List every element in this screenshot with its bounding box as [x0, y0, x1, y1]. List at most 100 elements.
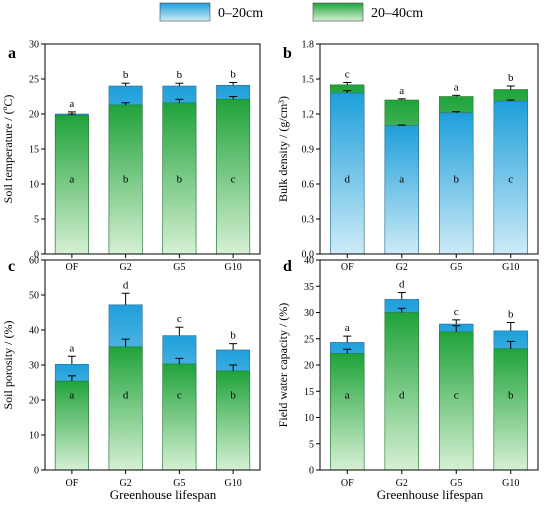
panel-d-xtick-label-g5: G5 — [450, 478, 462, 489]
x-axis-label-left: Greenhouse lifespan — [110, 487, 217, 502]
panel-c-ytick-label-0: 0 — [34, 466, 39, 477]
panel-letter-b: b — [283, 45, 292, 62]
panel-a-xtick-label-g5: G5 — [173, 262, 185, 273]
panel-c-xtick-label-g5: G5 — [173, 478, 185, 489]
panel-b-ytick-label-1: 0.3 — [302, 215, 315, 226]
panel-d-frame — [319, 259, 539, 471]
panel-a-letter-g2-front: b — [123, 174, 129, 186]
legend-label-0-20cm: 0–20cm — [218, 6, 263, 21]
panel-d-ytick-label-5: 25 — [304, 334, 314, 345]
panel-a-ytick-label-1: 5 — [34, 215, 39, 226]
legend-swatch-0-20cm — [159, 2, 211, 22]
panel-a-letter-of-back: a — [69, 98, 74, 110]
panel-b-letter-g10-back: b — [508, 72, 514, 84]
panel-a-ytick-label-3: 15 — [29, 145, 39, 156]
panel-a-ytick-label-5: 25 — [29, 75, 39, 86]
panel-letter-d: d — [283, 258, 292, 275]
panel-a-xtick-label-g2: G2 — [120, 262, 132, 273]
panel-d-bar-of-20-40cm — [330, 353, 365, 471]
panel-c-ytick-label-5: 50 — [29, 291, 39, 302]
panel-d-letter-g5-front: c — [454, 390, 459, 402]
panel-b-bar-of-0-20cm — [330, 92, 365, 255]
panel-c-letter-g10-back: b — [230, 330, 236, 342]
panel-b-xtick-label-g5: G5 — [450, 262, 462, 273]
panel-a-ytick-label-6: 30 — [29, 40, 39, 51]
panel-d-xtick-label-of: OF — [341, 478, 354, 489]
legend: 0–20cm 20–40cm — [159, 2, 423, 22]
panel-a-frame — [44, 43, 261, 255]
panel-c-frame — [44, 259, 261, 471]
panel-d-letter-of-back: a — [345, 322, 350, 334]
panel-d-ytick-label-1: 5 — [309, 439, 314, 450]
panel-a-ytick-label-2: 10 — [29, 180, 39, 191]
panel-c-letter-g5-back: c — [177, 313, 182, 325]
panel-a-ytick-label-0: 0 — [34, 250, 39, 261]
panel-d-ytick-label-7: 35 — [304, 282, 314, 293]
panel-a-bar-g2-20-40cm — [108, 104, 143, 255]
panel-d-letter-g10-front: b — [508, 390, 514, 402]
panel-b-ytick-label-2: 0.6 — [302, 180, 315, 191]
panel-b-bar-g5-0-20cm — [439, 112, 474, 255]
panel-b-letter-of-front: d — [345, 174, 351, 186]
panel-c-letter-g2-front: d — [123, 390, 129, 402]
panel-d-letter-g2-front: d — [399, 390, 405, 402]
panel-c-letter-g10-front: b — [230, 390, 236, 402]
panel-d-bar-g10-20-40cm — [493, 348, 528, 471]
panel-d-ytick-label-0: 0 — [309, 466, 314, 477]
panel-b-letter-g2-front: a — [399, 174, 404, 186]
panel-c: c Soil porosity / (%) a a OF d d G2 c c G5 b b G10 0… — [1, 256, 261, 489]
panel-b-ytick-label-3: 0.9 — [302, 145, 315, 156]
panel-c-bar-g10-20-40cm — [216, 370, 251, 471]
panel-b-bar-g10-0-20cm — [493, 100, 528, 255]
panel-b-xtick-label-g10: G10 — [502, 262, 519, 273]
legend-swatch-20-40cm — [312, 2, 364, 22]
panel-d-bar-g2-20-40cm — [384, 312, 419, 471]
panel-a-letter-g10-front: c — [231, 174, 236, 186]
panel-a: a Soil temperature / (ºC) a a OF b b G2 b b G5 b c… — [1, 40, 261, 273]
panel-d-ytick-label-6: 30 — [304, 308, 314, 319]
panel-c-xtick-label-g2: G2 — [120, 478, 132, 489]
panel-b-letter-of-back: c — [345, 69, 350, 81]
panel-a-ytick-label-4: 20 — [29, 110, 39, 121]
panel-c-ytick-label-3: 30 — [29, 361, 39, 372]
panel-c-letter-of-back: a — [69, 342, 74, 354]
panel-d-letter-g2-back: d — [399, 279, 405, 291]
panel-a-letter-g5-front: b — [177, 174, 183, 186]
panel-c-xtick-label-of: OF — [65, 478, 78, 489]
panel-b: b Bulk density / (g/cm³) c d OF a a G2 a b G5 b c G… — [276, 40, 539, 273]
panel-a-xtick-label-of: OF — [65, 262, 78, 273]
panel-c-letter-g2-back: d — [123, 279, 129, 291]
panel-d-letter-g10-back: b — [508, 308, 514, 320]
panel-b-letter-g5-back: a — [454, 81, 459, 93]
panel-letter-c: c — [8, 258, 15, 275]
panel-a-letter-g2-back: b — [123, 69, 129, 81]
panel-b-ytick-label-0: 0.0 — [302, 250, 315, 261]
panel-d-ylabel: Field water capacity / (%) — [276, 303, 290, 428]
panel-d-letter-of-front: a — [345, 390, 350, 402]
panel-b-bar-g2-0-20cm — [384, 125, 419, 255]
panel-d-letter-g5-back: c — [454, 306, 459, 318]
panel-b-xtick-label-g2: G2 — [396, 262, 408, 273]
panel-d-ytick-label-4: 20 — [304, 361, 314, 372]
panel-b-ytick-label-6: 1.8 — [302, 40, 315, 51]
panel-d-bar-g5-20-40cm — [439, 331, 474, 471]
panel-c-letter-g5-front: c — [177, 390, 182, 402]
panel-a-letter-g5-back: b — [177, 69, 183, 81]
panel-b-frame — [319, 43, 539, 255]
panel-a-letter-of-front: a — [69, 174, 74, 186]
panel-c-ytick-label-2: 20 — [29, 396, 39, 407]
panel-d-xtick-label-g10: G10 — [502, 478, 519, 489]
panel-d-ytick-label-8: 40 — [304, 256, 314, 267]
panel-d-ytick-label-3: 15 — [304, 387, 314, 398]
panel-c-ylabel: Soil porosity / (%) — [1, 320, 15, 409]
panel-c-ytick-label-1: 10 — [29, 431, 39, 442]
panel-c-bar-g2-20-40cm — [108, 346, 143, 471]
panel-b-letter-g5-front: b — [454, 174, 460, 186]
panel-d-xtick-label-g2: G2 — [396, 478, 408, 489]
panel-b-ylabel: Bulk density / (g/cm³) — [276, 96, 290, 202]
panel-a-xtick-label-g10: G10 — [225, 262, 242, 273]
panel-d-ytick-label-2: 10 — [304, 413, 314, 424]
panel-c-xtick-label-g10: G10 — [225, 478, 242, 489]
panel-a-ylabel: Soil temperature / (ºC) — [1, 95, 15, 204]
